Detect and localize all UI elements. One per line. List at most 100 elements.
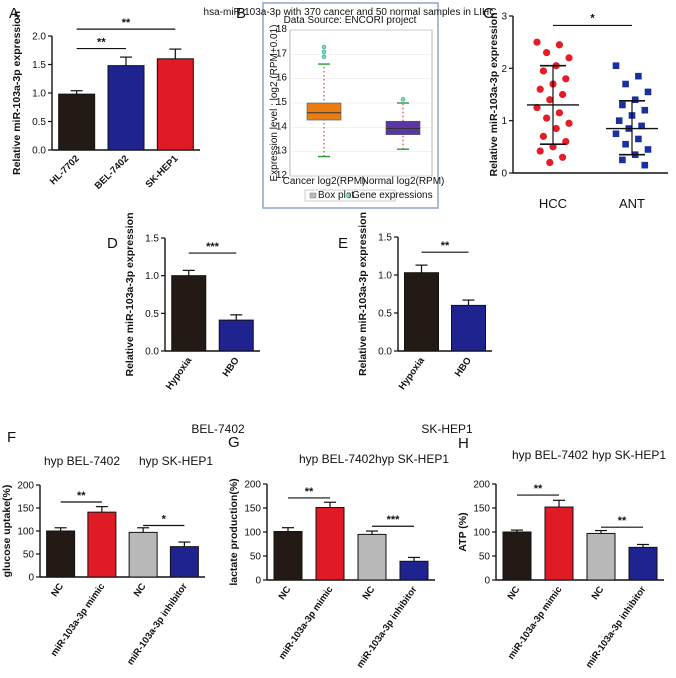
data-point: [546, 96, 554, 104]
y-tick-label: 0.5: [378, 309, 392, 320]
group-title: hyp BEL-7402: [44, 454, 120, 468]
y-axis-label: Relative miR-103a-3p expression: [124, 213, 136, 377]
bar: [502, 531, 532, 581]
bar: [586, 532, 616, 581]
y-tick-label: 200: [17, 481, 34, 492]
legend-label: Box plot: [318, 190, 354, 201]
data-point: [546, 158, 554, 167]
panel-label: G: [228, 434, 240, 451]
bar: [273, 531, 303, 581]
panel-label: C: [483, 5, 494, 22]
data-point: [555, 41, 564, 49]
y-tick-label: 12: [276, 170, 288, 181]
data-point: [641, 161, 649, 169]
significance-label: *: [162, 513, 167, 525]
y-tick-label: 1: [501, 116, 507, 127]
y-tick-label: 0: [501, 169, 507, 180]
legend-swatch: [309, 192, 317, 199]
y-axis-label: Expression level : log2 (RPM+0.01): [269, 24, 280, 181]
bar: [107, 65, 145, 151]
x-category-label: Cancer log2(RPM): [283, 176, 366, 187]
data-point: [536, 147, 544, 155]
data-point: [536, 85, 544, 93]
outlier-point: [321, 54, 327, 60]
bar: [544, 506, 574, 581]
data-point: [559, 153, 567, 161]
data-point: [543, 49, 551, 57]
bar: [357, 533, 387, 581]
y-tick-label: 1.5: [378, 233, 392, 244]
data-point: [533, 38, 541, 46]
bar: [399, 560, 429, 581]
data-point: [543, 114, 551, 122]
y-tick-label: 3: [501, 12, 507, 23]
y-tick-label: 2.0: [32, 32, 46, 43]
panel-label: H: [458, 435, 469, 452]
y-tick-label: 1.0: [378, 271, 392, 282]
data-point: [612, 130, 620, 138]
legend-label: Gene expressions: [352, 190, 433, 201]
y-tick-label: 0.0: [32, 146, 46, 157]
y-tick-label: 50: [479, 552, 491, 563]
y-tick-label: 0: [28, 573, 34, 584]
data-point: [644, 88, 652, 96]
panel-label: F: [7, 429, 16, 446]
data-point: [644, 146, 652, 153]
panel-label: D: [107, 235, 118, 252]
bar: [87, 511, 117, 578]
y-tick-label: 0.0: [145, 347, 159, 358]
y-tick-label: 200: [244, 480, 261, 491]
y-tick-label: 16: [276, 73, 288, 84]
y-axis-label: lactate production(%): [228, 478, 240, 585]
x-category-label: Normal log2(RPM): [362, 176, 445, 187]
significance-label: ***: [206, 241, 220, 253]
y-tick-label: 17: [276, 48, 288, 59]
y-tick-label: 1.0: [145, 271, 159, 282]
data-point: [549, 143, 557, 151]
data-point: [559, 90, 567, 99]
y-axis-label: ATP (%): [457, 512, 469, 551]
data-point: [635, 135, 642, 143]
x-category-label: SK-HEP1: [144, 153, 181, 190]
y-tick-label: 0: [484, 576, 490, 587]
data-point: [562, 138, 570, 146]
bar: [169, 546, 199, 578]
outlier-point: [400, 97, 406, 102]
x-category-label: HBO: [453, 355, 474, 379]
panel-label: E: [338, 235, 348, 252]
significance-label: **: [534, 483, 543, 495]
x-category-label: HCC: [539, 196, 567, 211]
x-category-label: BEL-7402: [93, 153, 131, 191]
y-tick-label: 150: [244, 504, 261, 515]
y-tick-label: 0.0: [378, 347, 392, 358]
significance-label: **: [77, 490, 86, 502]
group-title: hyp BEL-7402: [512, 448, 588, 462]
data-point: [619, 101, 626, 109]
x-category-label: NC: [506, 584, 523, 602]
significance-label: **: [618, 515, 627, 527]
data-point: [562, 75, 570, 83]
data-point: [533, 103, 541, 112]
significance-label: *: [590, 12, 595, 24]
chart-subtitle: Data Source: ENCORI project: [284, 15, 417, 26]
significance-label: **: [97, 37, 106, 49]
x-category-label: Hypoxia: [397, 355, 428, 392]
x-category-label: NC: [590, 584, 607, 602]
y-axis-label: Relative miR-103a-3p expression: [488, 13, 500, 177]
data-point: [622, 140, 629, 148]
bar: [315, 507, 345, 581]
group-title: hyp SK-HEP1: [139, 454, 213, 468]
data-point: [552, 124, 560, 133]
y-tick-label: 50: [250, 552, 262, 563]
outlier-point: [321, 44, 327, 50]
panel-A: A 0.0 0.5 1.0 1.5 2.0 Relative miR-103a-3p exp…: [9, 5, 200, 192]
data-point: [631, 96, 639, 104]
data-point: [635, 72, 642, 80]
data-point: [539, 67, 548, 75]
legend-swatch: [345, 193, 351, 198]
bar: [128, 531, 158, 578]
y-axis-label: Relative miR-103a-3p expression: [357, 212, 369, 376]
